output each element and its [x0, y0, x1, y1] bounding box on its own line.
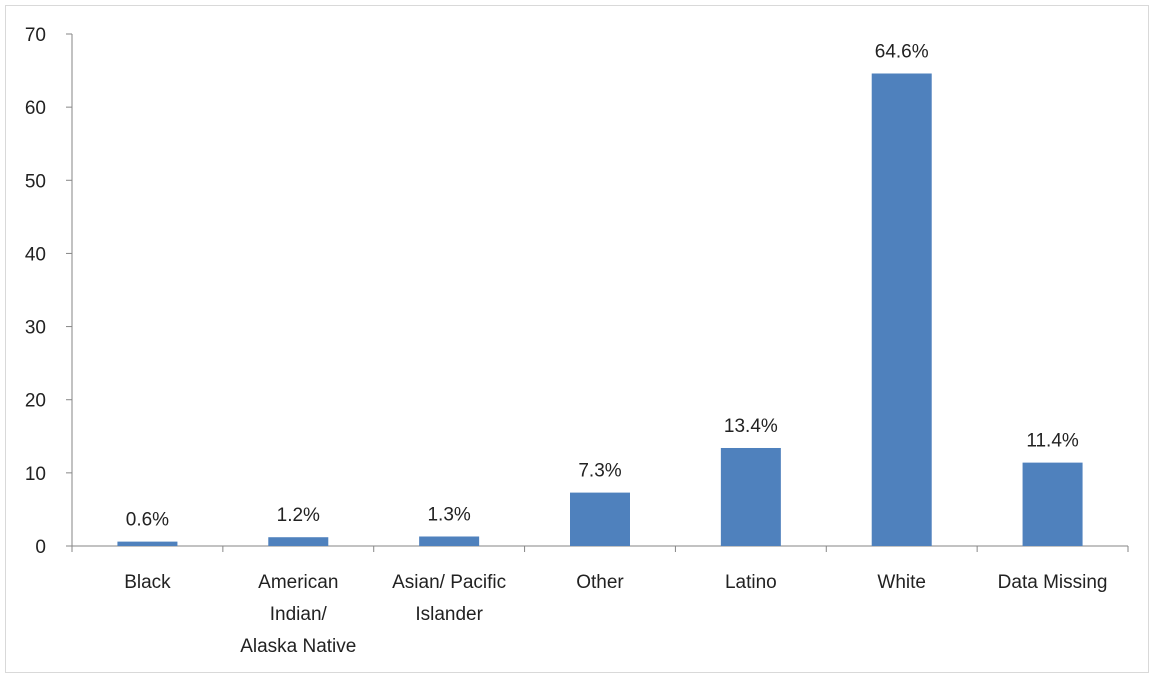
- category-label: American Indian/Alaska Native: [240, 572, 356, 657]
- category-label-line: Alaska Native: [240, 636, 356, 657]
- category-label: Latino: [725, 572, 777, 593]
- category-label: Other: [576, 572, 624, 593]
- bar: [419, 536, 480, 546]
- data-label: 7.3%: [578, 461, 621, 482]
- y-tick-label: 30: [25, 318, 46, 339]
- chart-axes: 0 10 20 30 40 50 60 70: [25, 25, 1129, 558]
- y-tick-label: 20: [25, 391, 46, 412]
- data-label: 64.6%: [875, 41, 929, 62]
- bar: [871, 73, 932, 547]
- category-label-line: Data Missing: [998, 572, 1108, 593]
- category-label-line: White: [877, 572, 926, 593]
- y-tick-label: 60: [25, 98, 46, 119]
- category-label: Black: [124, 572, 171, 593]
- category-label-line: American: [258, 572, 338, 593]
- y-tick-label: 10: [25, 464, 46, 485]
- category-label-line: Asian/ Pacific: [392, 572, 506, 593]
- data-label: 1.3%: [427, 504, 470, 525]
- chart-labels: 0.6% Black 1.2% American Indian/Alaska Nativ…: [124, 41, 1107, 657]
- bar: [570, 492, 630, 546]
- data-label: 13.4%: [724, 416, 778, 437]
- data-label: 0.6%: [126, 510, 169, 531]
- bar: [720, 447, 781, 546]
- y-tick-label: 70: [25, 25, 46, 46]
- y-tick-label: 40: [25, 244, 46, 265]
- category-label-line: Other: [576, 572, 624, 593]
- category-label: Asian/ Pacific Islander: [392, 572, 506, 625]
- data-label: 11.4%: [1026, 431, 1079, 452]
- category-label: White: [877, 572, 926, 593]
- category-label-line: Islander: [415, 604, 483, 625]
- category-label-line: Latino: [725, 572, 777, 593]
- y-tick-label: 50: [25, 171, 46, 192]
- y-tick-label: 0: [35, 537, 46, 558]
- category-label-line: Indian/: [270, 604, 328, 625]
- chart-bars: [117, 73, 1083, 547]
- bar: [1022, 462, 1083, 546]
- chart-frame: [5, 5, 1149, 673]
- bar: [117, 541, 178, 546]
- category-label-line: Black: [124, 572, 171, 593]
- data-label: 1.2%: [277, 505, 320, 526]
- bar: [268, 537, 329, 546]
- category-label: Data Missing: [998, 572, 1108, 593]
